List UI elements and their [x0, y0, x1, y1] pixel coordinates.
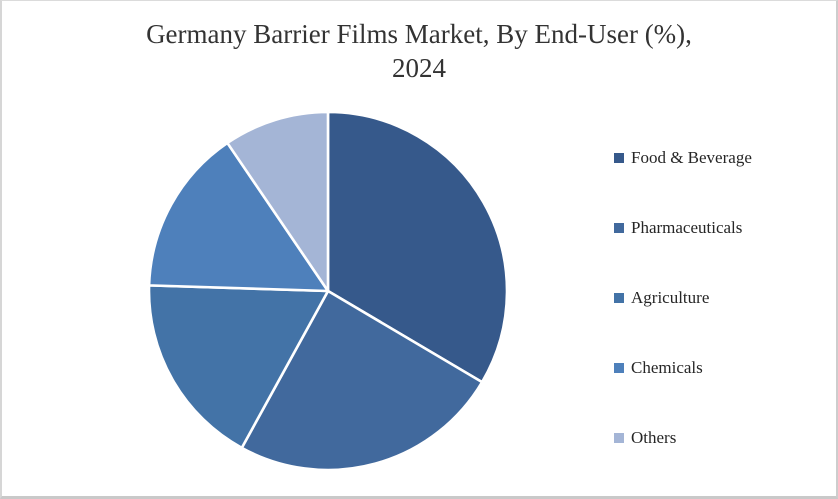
- pie-slice-agriculture: [147, 284, 330, 450]
- legend-marker: [614, 363, 624, 373]
- legend-label: Food & Beverage: [631, 148, 752, 167]
- legend-marker: [614, 293, 624, 303]
- pie-chart-area: [146, 109, 510, 473]
- legend-item-others: Others: [614, 403, 824, 473]
- chart-title-line1: Germany Barrier Films Market, By End-Use…: [146, 19, 692, 49]
- chart-title-line2: 2024: [392, 53, 446, 83]
- legend-label: Pharmaceuticals: [631, 218, 743, 237]
- legend-item-pharmaceuticals: Pharmaceuticals: [614, 193, 824, 263]
- legend-item-agriculture: Agriculture: [614, 263, 824, 333]
- pie-slice-pharmaceuticals: [240, 289, 484, 472]
- legend-label: Agriculture: [631, 288, 710, 307]
- pie-slice-food-beverage: [326, 110, 509, 384]
- legend-label: Others: [631, 428, 677, 447]
- chart-title: Germany Barrier Films Market, By End-Use…: [2, 17, 836, 85]
- pie-slice-others: [226, 110, 330, 293]
- legend-item-chemicals: Chemicals: [614, 333, 824, 403]
- chart-legend: Food & Beverage Pharmaceuticals Agricult…: [614, 123, 824, 473]
- pie-slice-chemicals: [147, 141, 330, 293]
- legend-marker: [614, 223, 624, 233]
- legend-marker: [614, 433, 624, 443]
- legend-label: Chemicals: [631, 358, 703, 377]
- legend-marker: [614, 153, 624, 163]
- legend-item-food-beverage: Food & Beverage: [614, 123, 824, 193]
- pie-chart: [147, 110, 509, 472]
